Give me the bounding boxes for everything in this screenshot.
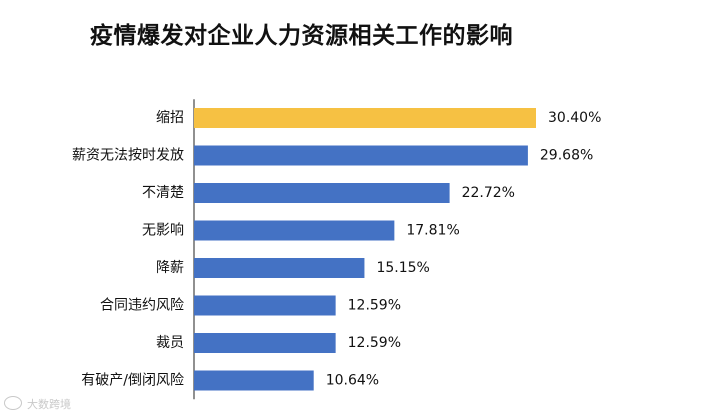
category-label: 裁员: [156, 335, 184, 351]
bar: [194, 220, 395, 241]
bar: [194, 295, 336, 316]
bar: [194, 145, 528, 166]
category-label: 无影响: [142, 223, 184, 239]
category-label: 有破产/倒闭风险: [81, 373, 184, 389]
bar: [194, 258, 365, 278]
watermark-logo-icon: [4, 396, 22, 410]
value-label: 10.64%: [326, 373, 379, 389]
value-label: 15.15%: [376, 260, 429, 276]
value-label: 17.81%: [406, 223, 459, 239]
bar: [194, 333, 336, 353]
category-label: 缩招: [156, 110, 184, 126]
bar: [194, 370, 314, 391]
value-label: 29.68%: [540, 148, 593, 164]
category-label: 合同违约风险: [100, 298, 184, 314]
value-label: 12.59%: [348, 298, 401, 314]
category-label: 降薪: [156, 260, 184, 276]
value-label: 22.72%: [462, 185, 515, 201]
watermark: 大数跨境: [4, 396, 71, 412]
value-label: 12.59%: [348, 335, 401, 351]
bar: [194, 108, 536, 128]
value-label: 30.40%: [548, 110, 601, 126]
chart-title: 疫情爆发对企业人力资源相关工作的影响: [90, 23, 513, 49]
bar: [194, 183, 450, 203]
value-labels: 30.40% 29.68% 22.72% 17.81% 15.15% 12.59% 12.5…: [326, 110, 602, 389]
bar-series: [194, 108, 536, 391]
category-label: 不清楚: [142, 185, 184, 201]
category-label: 薪资无法按时发放: [72, 148, 184, 164]
watermark-text: 大数跨境: [27, 398, 71, 411]
